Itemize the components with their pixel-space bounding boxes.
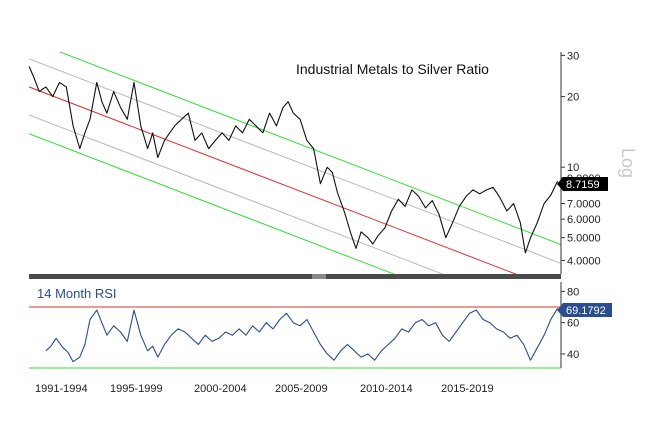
rsi-y-tick-label: 40 [567,349,579,361]
channel-lower-inner-line [29,114,444,274]
x-tick-label: 2010-2014 [360,383,413,395]
ratio-y-tick-label: 30 [567,50,579,62]
panel-resize-handle [312,274,326,279]
channel-upper-outer-line [58,52,561,246]
rsi-y-tick-label: 80 [567,286,579,298]
channel-center-line [29,86,517,274]
ratio-y-tick-label: 10 [567,162,579,174]
regression-channel [29,52,561,274]
ratio-last-value-badge: 8.7159 [557,177,608,191]
rsi-badge-shape [557,303,612,317]
ratio-plot-area [29,52,561,274]
ratio-series-line [29,65,559,254]
ratio-y-tick-label: 20 [567,92,579,104]
x-tick-label: 2015-2019 [441,383,494,395]
x-tick-label: 2000-2004 [194,383,247,395]
rsi-y-ticks: 80 60 40 [561,286,579,361]
rsi-last-value: 69.1792 [566,305,606,317]
rsi-reference-lines [29,306,561,369]
rsi-chart-title: 14 Month RSI [37,286,117,301]
x-tick-label: 1995-1999 [110,383,163,395]
x-tick-label: 2005-2009 [275,383,328,395]
rsi-series-line [45,308,559,363]
log-scale-label: Log [618,148,638,178]
panel-separator [29,274,561,279]
channel-lower-outer-line [29,133,396,274]
channel-upper-inner-line [29,58,561,264]
rsi-panel: 80 60 40 14 Month RSI 69.1792 [29,282,612,369]
ratio-chart-title: Industrial Metals to Silver Ratio [296,61,489,77]
ratio-y-tick-label: 6.0000 [567,214,601,226]
ratio-badge-shape [557,177,608,191]
ratio-y-tick-label: 7.0000 [567,198,601,210]
ratio-last-value: 8.7159 [566,179,600,191]
x-tick-label: 1991-1994 [35,383,88,395]
ratio-y-tick-label: 5.0000 [567,233,601,245]
ratio-y-tick-label: 4.0000 [567,255,601,267]
rsi-y-tick-label: 60 [567,318,579,330]
rsi-last-value-badge: 69.1792 [557,303,612,317]
x-axis-ticks: 1991-1994 1995-1999 2000-2004 2005-2009 2010… [35,383,494,395]
